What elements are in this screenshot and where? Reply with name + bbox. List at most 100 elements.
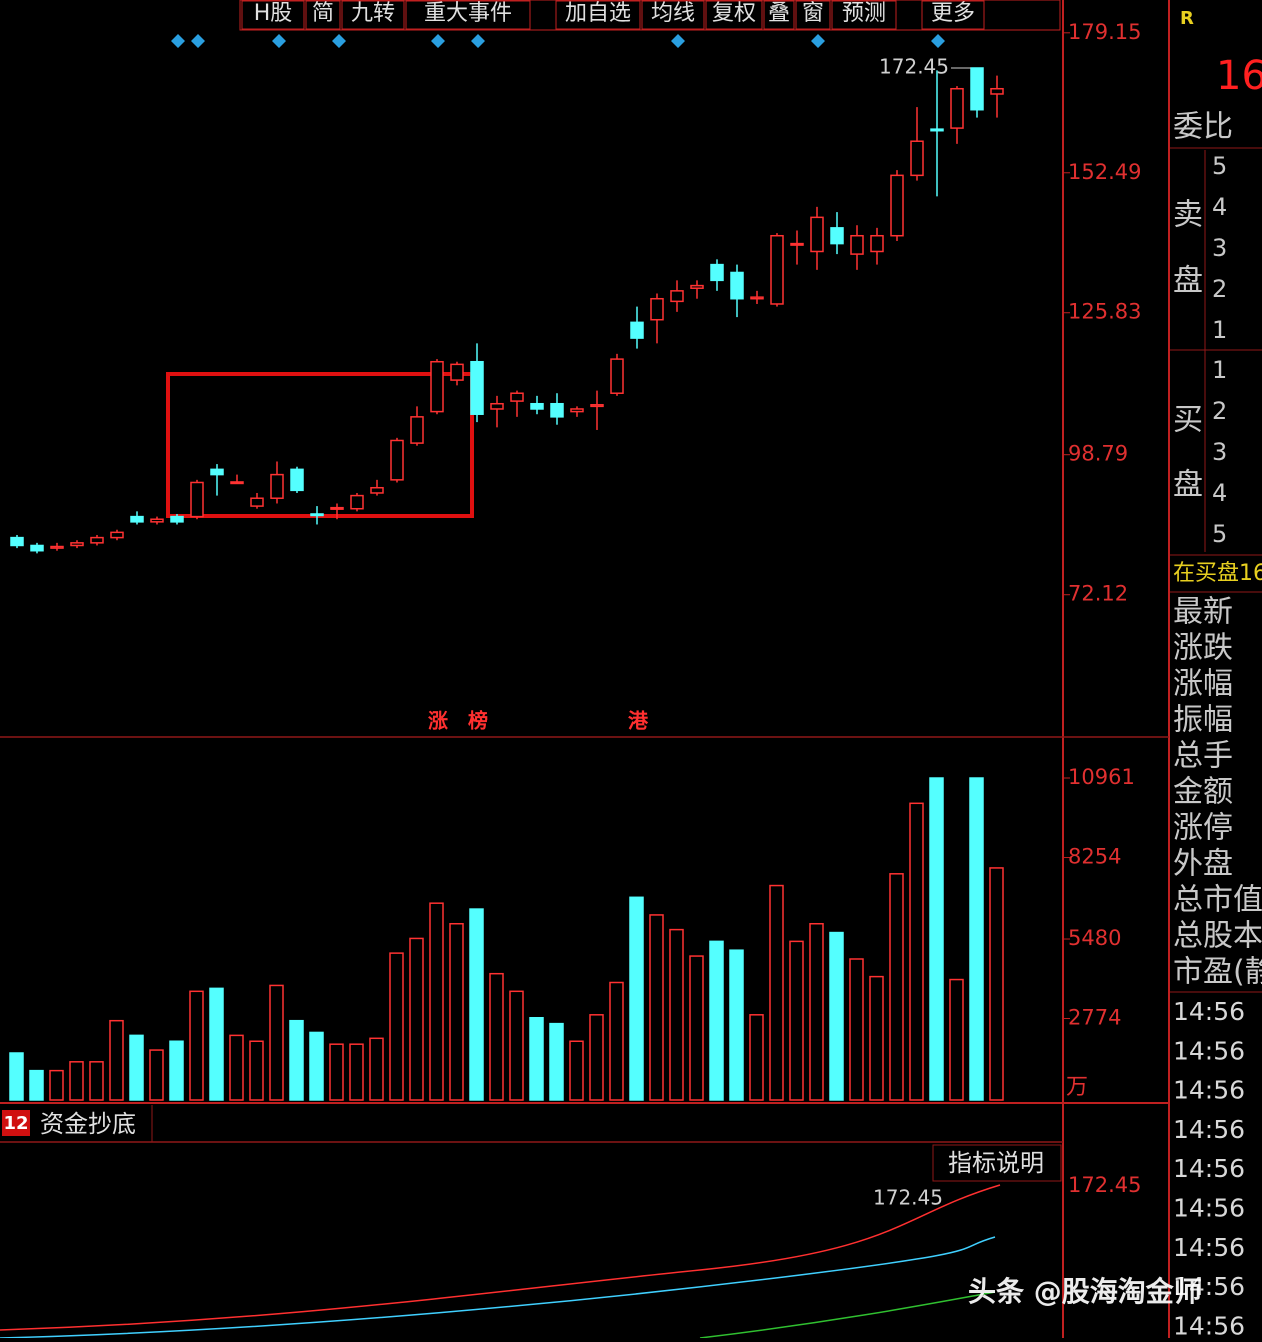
indicator-button-box[interactable]: [932, 1144, 1062, 1182]
volume-bar: [809, 922, 824, 1101]
candle-body: [430, 360, 444, 413]
candle-body: [630, 321, 644, 339]
trade-time: 14:56: [1173, 1194, 1245, 1223]
y-tick-label: 125.83: [1068, 300, 1141, 324]
buy-level: 3: [1212, 438, 1227, 466]
quote-field: 涨停: [1173, 811, 1233, 846]
trade-time: 14:56: [1173, 1272, 1245, 1301]
toolbar-button-box[interactable]: [831, 0, 897, 30]
toolbar-button[interactable]: 预测: [842, 1, 886, 26]
toolbar-button[interactable]: 均线: [651, 1, 695, 26]
volume-bar: [789, 940, 804, 1101]
toolbar-button-box[interactable]: [305, 0, 341, 30]
candle-body: [450, 363, 464, 381]
toolbar-button[interactable]: 复权: [712, 1, 756, 26]
y-tick-label: 152.49: [1068, 160, 1141, 184]
indicator-button[interactable]: 指标说明: [948, 1149, 1044, 1177]
volume-bar: [729, 949, 744, 1101]
y-tick-label: 72.12: [1068, 582, 1128, 606]
volume-bar: [749, 1014, 764, 1101]
toolbar-button[interactable]: 窗: [802, 1, 824, 26]
candle-body: [710, 263, 724, 282]
candle-body: [150, 518, 164, 523]
buy-level: 2: [1212, 397, 1227, 425]
candle-body: [50, 545, 64, 549]
sell-level: 1: [1212, 316, 1227, 344]
buy-level: 5: [1212, 520, 1227, 548]
candle-body: [570, 408, 584, 413]
volume-bar: [969, 777, 984, 1101]
candle-body: [130, 515, 144, 523]
candle-body: [970, 67, 984, 111]
candle-body: [850, 234, 864, 255]
candle-body: [610, 358, 624, 394]
candle-body: [310, 513, 324, 517]
toolbar-button-box[interactable]: [241, 0, 305, 30]
volume-bar: [209, 987, 224, 1101]
volume-bar: [529, 1016, 544, 1101]
trade-time: 14:56: [1173, 1076, 1245, 1105]
toolbar-button[interactable]: H股: [254, 1, 293, 26]
toolbar-button[interactable]: 更多: [931, 1, 975, 26]
toolbar-button[interactable]: 九转: [351, 1, 395, 26]
sell-level: 2: [1212, 275, 1227, 303]
quote-field: 涨跌: [1173, 631, 1233, 666]
volume-bar: [469, 908, 484, 1101]
quote-field: 总市值: [1173, 883, 1262, 918]
marker: 涨: [428, 709, 448, 733]
marker-box: [466, 708, 490, 734]
toolbar-button[interactable]: 重大事件: [424, 1, 512, 26]
volume-bar: [189, 990, 204, 1101]
toolbar-button[interactable]: 叠: [768, 1, 790, 26]
candle-body: [230, 481, 244, 485]
toolbar-button-box[interactable]: [341, 0, 405, 30]
volume-bar: [869, 975, 884, 1101]
y-tick-label: 179.15: [1068, 20, 1141, 44]
candle-body: [670, 290, 684, 303]
quote-field: 最新: [1173, 595, 1233, 630]
sell-label: 盘: [1173, 264, 1203, 299]
trade-time: 14:56: [1173, 1154, 1245, 1183]
volume-bar: [389, 952, 404, 1101]
quote-field: 金额: [1173, 775, 1233, 810]
toolbar-button-box[interactable]: [795, 0, 831, 30]
y-tick-label: 2774: [1068, 1006, 1121, 1030]
lower-high-label: 172.45: [873, 1186, 943, 1210]
ratio-label: 委比: [1173, 110, 1233, 145]
candle-body: [530, 402, 544, 410]
y-tick-label: 5480: [1068, 926, 1121, 950]
volume-bar: [229, 1034, 244, 1101]
volume-bar: [9, 1052, 24, 1101]
toolbar-button-box[interactable]: [705, 0, 763, 30]
volume-bar: [269, 984, 284, 1101]
quote-field: 总手: [1173, 739, 1233, 774]
toolbar-button[interactable]: 加自选: [565, 1, 631, 26]
indicator-title: 资金抄底: [40, 1110, 136, 1138]
candle-body: [370, 486, 384, 494]
toolbar-button-box[interactable]: [763, 0, 795, 30]
trade-time: 14:56: [1173, 1311, 1245, 1338]
toolbar-button-box[interactable]: [555, 0, 641, 30]
y-tick-label: 8254: [1068, 845, 1121, 869]
toolbar-button-box[interactable]: [641, 0, 705, 30]
volume-bar: [769, 884, 784, 1101]
toolbar-button-box[interactable]: [405, 0, 531, 30]
trade-time: 14:56: [1173, 1233, 1245, 1262]
high-label: 172.45: [879, 54, 949, 78]
toolbar-button-box[interactable]: [921, 0, 985, 30]
candle-body: [810, 216, 824, 253]
volume-bar: [369, 1037, 384, 1101]
price: 16: [1216, 53, 1262, 99]
volume-bar: [509, 990, 524, 1101]
toolbar-button[interactable]: 简: [312, 1, 334, 26]
volume-bar: [449, 922, 464, 1101]
candle-body: [330, 506, 344, 510]
candle-body: [650, 297, 664, 321]
candle-body: [110, 531, 124, 539]
sell-level: 3: [1212, 234, 1227, 262]
volume-bar: [889, 873, 904, 1101]
trade-time: 14:56: [1173, 1036, 1245, 1065]
watermark: 头条 @股海淘金师: [968, 1275, 1202, 1308]
lower-lines: [0, 1184, 1001, 1339]
